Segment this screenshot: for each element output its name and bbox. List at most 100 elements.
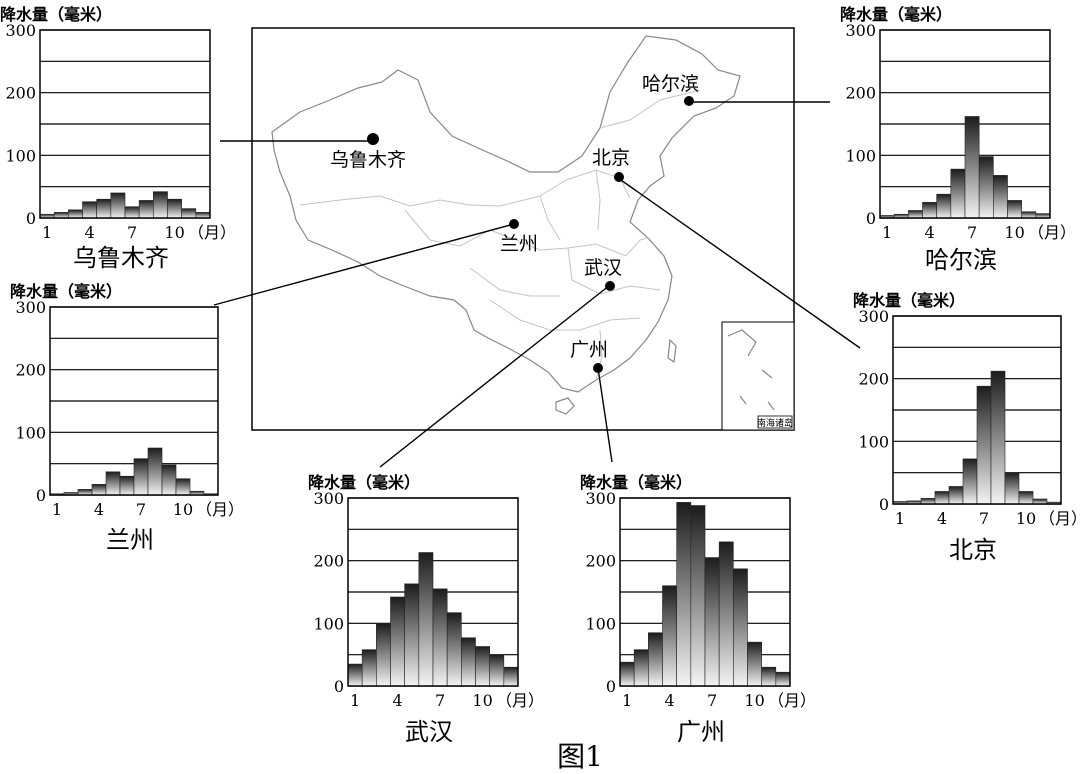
y-tick-label: 0 [866,209,876,228]
bar-month-11 [761,666,777,687]
plot-frame [347,497,519,687]
bar-month-9 [733,568,748,687]
chart-title: 武汉 [405,718,453,746]
taiwan-island [667,338,677,364]
bar-month-10 [475,646,490,687]
bar-month-3 [908,210,923,219]
bar-month-8 [978,156,994,219]
bar-month-8 [446,612,462,687]
bar-month-9 [993,175,1008,219]
x-tick-label: 4 [84,223,94,242]
hainan-island [555,397,575,415]
y-tick-label: 100 [858,432,889,451]
x-tick-label: 1 [42,223,52,242]
x-tick-label: 1 [895,509,905,528]
x-tick-label: 4 [924,223,934,242]
leader-guangzhou [597,367,613,463]
bar-month-6 [110,192,126,219]
y-tick-label: 0 [36,486,46,505]
city-label-wuhan: 武汉 [584,257,622,279]
bar-month-3 [68,209,83,219]
bar-month-7 [124,206,140,219]
x-axis-label: （月） [1039,509,1080,528]
y-axis-label: 降水量（毫米） [840,5,952,24]
x-axis-label: （月） [496,691,544,710]
bar-month-11 [1021,211,1037,219]
map-frame [251,27,795,431]
bar-month-6 [690,505,706,687]
x-axis-label: （月） [768,691,816,710]
x-tick-label: 10 [173,500,193,519]
bar-month-8 [718,541,734,687]
y-tick-label: 300 [858,307,889,326]
bar-month-7 [964,116,980,219]
chart-guangzhou: 0 100 200 300 1 4 7 10 （月） 降水量（毫米） 广州 [580,473,816,746]
bar-month-7 [976,385,992,505]
y-tick-label: 200 [858,370,889,389]
bar-month-3 [648,632,663,687]
x-tick-label: 10 [1004,223,1024,242]
x-tick-label: 4 [94,500,104,519]
x-tick-label: 7 [967,223,977,242]
bar-month-5 [948,486,964,505]
x-tick-label: 4 [664,691,674,710]
chart-wuhan: 0 100 200 300 1 4 7 10 （月） 降水量（毫米） 武汉 [308,473,544,746]
bar-month-3 [920,498,936,505]
y-tick-label: 300 [585,489,616,508]
y-tick-label: 0 [334,677,344,696]
bar-month-3 [376,623,391,687]
y-axis-label: 降水量（毫米） [0,5,112,24]
bar-month-6 [119,475,135,496]
city-label-urumqi: 乌鲁木齐 [330,149,406,171]
bar-month-5 [96,198,112,219]
y-tick-label: 300 [845,21,876,40]
bar-month-11 [181,208,197,219]
bar-month-2 [633,649,649,687]
x-tick-label: 7 [136,500,146,519]
chart-lanzhou: 0 100 200 300 1 4 7 10 （月） 降水量（毫米） 兰州 [10,282,244,554]
bar-month-10 [1007,200,1022,219]
x-axis-label: （月） [196,500,244,519]
y-axis-label: 降水量（毫米） [853,291,965,310]
bar-month-11 [489,654,505,687]
x-tick-label: 10 [164,223,184,242]
bar-month-12 [195,212,211,219]
bar-month-10 [167,198,182,219]
city-dot-urumqi [367,133,379,145]
city-dot-harbin [684,96,694,106]
leader-lanzhou [213,223,515,306]
plot-frame [39,29,211,219]
x-tick-label: 10 [744,691,764,710]
bar-month-6 [950,168,966,219]
bar-month-4 [82,201,97,219]
bar-month-4 [934,491,950,505]
x-tick-label: 10 [472,691,492,710]
x-tick-label: 7 [707,691,717,710]
bar-month-4 [922,202,937,219]
y-tick-label: 0 [606,677,616,696]
inset-label: 南海诸岛 [757,417,793,429]
y-tick-label: 0 [879,495,889,514]
y-tick-label: 100 [845,146,876,165]
y-axis-label: 降水量（毫米） [580,473,692,492]
x-tick-label: 1 [882,223,892,242]
chart-title: 乌鲁木齐 [73,244,169,272]
plot-frame [892,315,1062,505]
bar-month-9 [461,637,476,687]
y-tick-label: 100 [313,614,344,633]
chart-urumqi: 0 100 200 300 1 4 7 10 （月） 降水量（毫米） 乌鲁木齐 [0,5,236,272]
south-china-sea-inset [721,321,795,431]
y-tick-label: 300 [5,21,36,40]
bar-month-8 [990,370,1006,505]
bar-month-1 [619,661,635,687]
x-tick-label: 7 [435,691,445,710]
leader-beijing [617,177,861,349]
chart-title: 兰州 [106,526,154,554]
y-tick-label: 100 [15,423,46,442]
city-dot-lanzhou [509,219,519,229]
x-tick-label: 1 [622,691,632,710]
bar-month-7 [133,458,149,496]
chart-title: 北京 [949,536,997,564]
bar-month-5 [404,583,420,687]
bar-month-1 [347,663,363,687]
